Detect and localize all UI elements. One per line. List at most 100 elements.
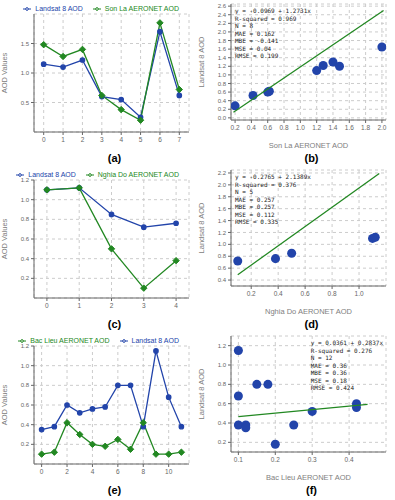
svg-text:0.2: 0.2 [218,106,227,112]
svg-text:0.4: 0.4 [21,256,30,262]
svg-text:1.0: 1.0 [355,290,364,297]
svg-text:2.0: 2.0 [218,182,227,188]
svg-text:0.4: 0.4 [218,98,227,104]
svg-text:1: 1 [77,302,81,309]
svg-text:0.6: 0.6 [218,89,227,95]
svg-text:0.6: 0.6 [218,401,227,407]
svg-text:0.1: 0.1 [234,456,243,463]
svg-text:1.4: 1.4 [218,55,227,61]
html-text:(d): (d) [304,318,319,330]
svg-text:1.4: 1.4 [218,218,227,224]
svg-text:1.0: 1.0 [21,197,30,203]
svg-text:Landsat 8 AOD: Landsat 8 AOD [197,36,206,87]
svg-text:0.8: 0.8 [218,253,227,259]
svg-text:1.0: 1.0 [21,363,30,369]
svg-text:Landsat 8 AOD: Landsat 8 AOD [197,202,206,253]
svg-text:0.4: 0.4 [345,456,354,463]
svg-text:Landsat 8 AOD: Landsat 8 AOD [197,368,206,419]
svg-text:1.0: 1.0 [296,124,305,131]
svg-text:1.2: 1.2 [218,343,227,349]
svg-text:3: 3 [142,302,146,309]
svg-text:1.2: 1.2 [21,343,30,349]
svg-text:5: 5 [139,136,143,143]
svg-text:0.4: 0.4 [218,420,227,426]
svg-text:7: 7 [178,136,182,143]
svg-text:1.2: 1.2 [312,124,321,131]
svg-text:0.0: 0.0 [218,115,227,121]
svg-text:0.8: 0.8 [21,382,30,388]
svg-text:0.2: 0.2 [231,124,240,131]
svg-text:1.2: 1.2 [218,63,227,69]
svg-text:1.6: 1.6 [345,124,354,131]
html-text:y = 0.0361 + 0.2837x R-squared: y = 0.0361 + 0.2837x R-squared = 0.276 N… [310,339,383,391]
svg-text:0.4: 0.4 [21,422,30,428]
svg-text:2.6: 2.6 [218,3,227,9]
svg-text:3: 3 [100,136,104,143]
svg-text:2: 2 [110,302,114,309]
svg-text:AOD Values: AOD Values [0,218,9,259]
svg-text:0.8: 0.8 [218,381,227,387]
svg-text:0.4: 0.4 [247,124,256,131]
svg-text:Son La AERONET AOD: Son La AERONET AOD [269,141,349,150]
html-text:(e): (e) [107,484,122,496]
svg-text:0.4: 0.4 [218,277,227,283]
svg-text:1.0: 1.0 [218,72,227,78]
svg-text:1.8: 1.8 [218,38,227,44]
svg-text:0: 0 [42,136,46,143]
svg-text:1.6: 1.6 [218,206,227,212]
svg-text:0: 0 [45,302,49,309]
svg-text:1.0: 1.0 [218,241,227,247]
svg-text:0.2: 0.2 [271,456,280,463]
svg-text:6: 6 [116,468,120,475]
svg-text:1.0: 1.0 [21,70,30,76]
svg-text:1.2: 1.2 [21,177,30,183]
svg-text:0.2: 0.2 [218,439,227,445]
svg-text:2.2: 2.2 [218,20,227,26]
svg-text:0.8: 0.8 [280,124,289,131]
html-text:y = -0.0969 + 1.2731x R-square: y = -0.0969 + 1.2731x R-squared = 0.969 … [235,7,311,59]
svg-text:6: 6 [158,136,162,143]
svg-text:Bac Lieu AERONET AOD: Bac Lieu AERONET AOD [266,473,351,482]
svg-text:2: 2 [65,468,69,475]
html-text:(c): (c) [107,318,122,330]
svg-text:1.8: 1.8 [218,194,227,200]
svg-text:0.6: 0.6 [21,402,30,408]
svg-text:2: 2 [81,136,85,143]
svg-text:1.0: 1.0 [218,362,227,368]
svg-text:Nghia Do AERONET AOD: Nghia Do AERONET AOD [265,307,353,316]
svg-text:0.2: 0.2 [21,441,30,447]
svg-text:0.8: 0.8 [218,81,227,87]
svg-text:1.8: 1.8 [361,124,370,131]
svg-text:2.4: 2.4 [218,12,227,18]
svg-text:0.4: 0.4 [274,290,283,297]
svg-text:0.6: 0.6 [263,124,272,131]
svg-text:1: 1 [61,136,65,143]
svg-text:0.6: 0.6 [21,236,30,242]
svg-text:0.5: 0.5 [21,100,30,106]
svg-text:8: 8 [141,468,145,475]
svg-text:2.0: 2.0 [377,124,386,131]
svg-text:0.8: 0.8 [21,216,30,222]
html-text:y = -0.2765 + 2.1389x R-square: y = -0.2765 + 2.1389x R-squared = 0.376 … [235,173,311,225]
html-text:(b): (b) [304,152,319,164]
svg-text:0.6: 0.6 [218,265,227,271]
svg-text:1.2: 1.2 [218,230,227,236]
svg-text:4: 4 [119,136,123,143]
svg-text:0.2: 0.2 [21,275,30,281]
svg-text:0: 0 [40,468,44,475]
svg-text:0.8: 0.8 [328,290,337,297]
svg-text:10: 10 [165,468,173,475]
svg-text:AOD Values: AOD Values [0,384,9,425]
svg-text:0.3: 0.3 [308,456,317,463]
svg-text:4: 4 [91,468,95,475]
svg-text:1.4: 1.4 [328,124,337,131]
svg-text:0.6: 0.6 [301,290,310,297]
svg-text:1.6: 1.6 [218,46,227,52]
html-text:(a): (a) [107,152,122,164]
svg-text:AOD Values: AOD Values [0,52,9,93]
svg-text:4: 4 [174,302,178,309]
svg-text:2.2: 2.2 [218,170,227,176]
svg-text:1.5: 1.5 [21,41,30,47]
svg-text:2.0: 2.0 [218,29,227,35]
svg-text:0.2: 0.2 [247,290,256,297]
